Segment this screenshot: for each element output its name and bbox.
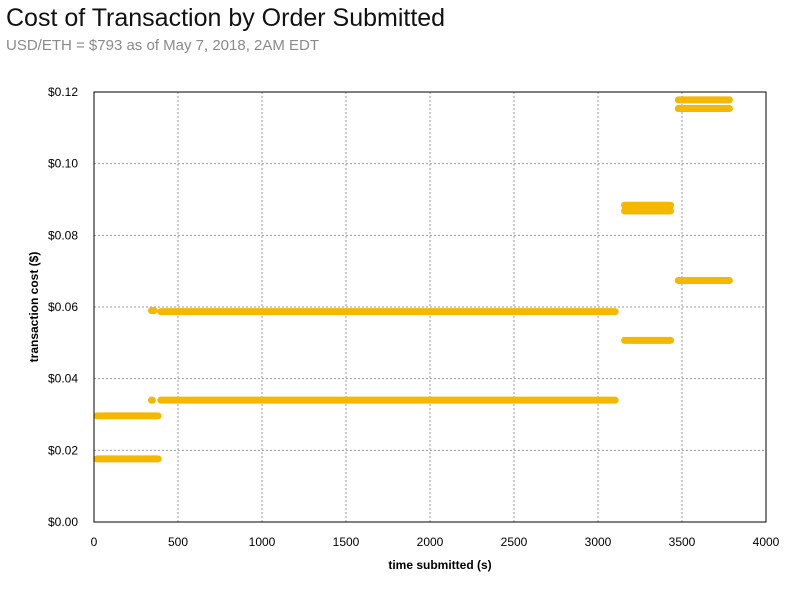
- y-tick-label: $0.04: [48, 372, 78, 386]
- plot-frame: [93, 91, 767, 523]
- x-tick-label: 1500: [333, 535, 360, 549]
- y-tick-label: $0.06: [48, 300, 78, 314]
- x-tick-label: 3000: [585, 535, 612, 549]
- y-axis-label: transaction cost ($): [27, 252, 41, 363]
- x-tick-label: 1000: [249, 535, 276, 549]
- x-axis-label: time submitted (s): [388, 558, 491, 572]
- chart-title: Cost of Transaction by Order Submitted: [6, 4, 446, 32]
- x-tick-label: 4000: [753, 535, 780, 549]
- x-axis-ticks: 0 500 1000 1500 2000 2500 3000 3500 4000: [91, 535, 780, 549]
- y-tick-label: $0.02: [48, 443, 78, 457]
- y-axis-ticks: $0.00 $0.02 $0.04 $0.06 $0.08 $0.10 $0.12: [48, 85, 78, 529]
- x-tick-label: 2500: [501, 535, 528, 549]
- x-tick-label: 3500: [669, 535, 696, 549]
- chart-subtitle: USD/ETH = $793 as of May 7, 2018, 2AM ED…: [6, 37, 320, 54]
- y-tick-label: $0.00: [48, 515, 78, 529]
- data-points: [93, 96, 733, 463]
- x-tick-label: 2000: [417, 535, 444, 549]
- x-tick-label: 500: [168, 535, 188, 549]
- grid-lines: [94, 91, 767, 522]
- y-tick-label: $0.10: [48, 157, 78, 171]
- x-tick-label: 0: [91, 535, 98, 549]
- y-tick-label: $0.12: [48, 85, 78, 99]
- y-tick-label: $0.08: [48, 228, 78, 242]
